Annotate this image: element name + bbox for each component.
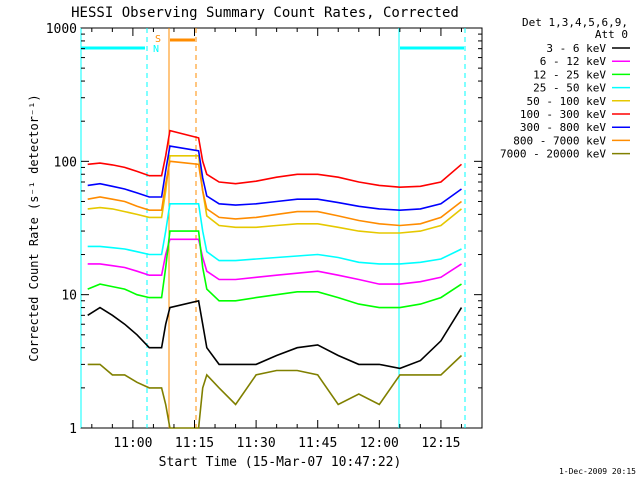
x-axis-label: Start Time (15-Mar-07 10:47:22): [159, 455, 402, 470]
x-tick-label: 12:15: [421, 436, 460, 451]
y-tick-label: 1000: [46, 22, 77, 37]
series-line: [87, 129, 463, 189]
legend-label: 6 - 12 keV: [540, 55, 607, 68]
y-tick-label: 10: [61, 289, 77, 304]
x-tick-label: 11:00: [113, 436, 152, 451]
legend-label: 25 - 50 keV: [533, 82, 606, 95]
plot-layer: SN: [80, 28, 466, 429]
x-tick-label: 11:30: [237, 436, 276, 451]
legend-label: 800 - 7000 keV: [513, 134, 606, 147]
timestamp: 1-Dec-2009 20:15: [559, 467, 636, 476]
series-line: [87, 354, 463, 429]
series-line: [87, 203, 462, 265]
chart-title: HESSI Observing Summary Count Rates, Cor…: [71, 5, 459, 21]
axis-layer: 1 10 100 1000 11:00 11:15 11:30 11:45 12:00 12:15: [46, 22, 483, 451]
legend-label: 7000 - 20000 keV: [500, 148, 606, 161]
legend-label: 3 - 6 keV: [546, 42, 606, 55]
legend-header-line2: Att 0: [595, 28, 628, 41]
legend-label: 100 - 300 keV: [520, 108, 606, 121]
series-line: [87, 155, 463, 234]
night-label: N: [153, 44, 159, 55]
legend-label: 12 - 25 keV: [533, 68, 606, 81]
saa-label: S: [155, 34, 161, 45]
legend-label: 50 - 100 keV: [527, 95, 607, 108]
y-tick-label: 1: [69, 422, 77, 437]
series-line: [87, 145, 462, 212]
plot-frame: [80, 27, 483, 429]
x-tick-label: 11:15: [175, 436, 214, 451]
y-tick-label: 100: [54, 155, 77, 170]
x-tick-label: 11:45: [298, 436, 337, 451]
y-axis-label: Corrected Count Rate (s⁻¹ detector⁻¹): [27, 94, 41, 361]
legend-header-line1: Det 1,3,4,5,6,9,: [522, 16, 628, 29]
x-tick-label: 12:00: [360, 436, 399, 451]
legend-label: 300 - 800 keV: [520, 121, 606, 134]
series-line: [87, 160, 462, 227]
series-line: [87, 299, 463, 370]
series-line: [87, 230, 462, 309]
series-line: [87, 238, 462, 285]
